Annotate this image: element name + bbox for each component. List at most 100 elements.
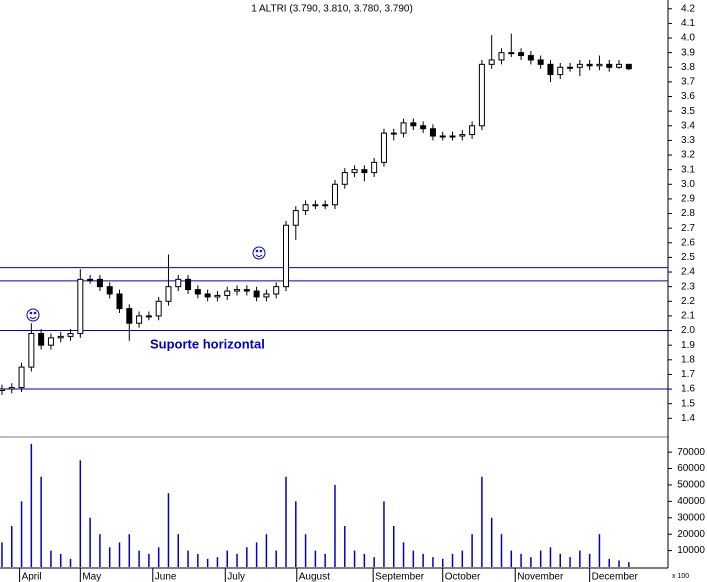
x-tick-label: July <box>227 572 245 582</box>
x-tick-label: April <box>22 572 42 582</box>
candle-body <box>194 289 201 295</box>
candle-body <box>420 125 427 130</box>
x-tick-label: September <box>375 572 425 582</box>
chart-title: 1 ALTRI (3.790, 3.810, 3.780, 3.790) <box>251 4 413 15</box>
candle-body <box>537 59 544 65</box>
candle-body <box>547 63 554 76</box>
candle-body <box>400 122 407 134</box>
x-tick-label: December <box>592 572 639 582</box>
y-tick-label: 4.2 <box>681 3 695 14</box>
y-tick-label: 4.0 <box>681 33 695 44</box>
y-tick-label: 2.2 <box>681 296 695 307</box>
smiley <box>252 246 266 260</box>
candle-body <box>253 290 260 298</box>
x-tick-label: June <box>155 572 177 582</box>
candle-body <box>77 278 84 334</box>
candle-body <box>508 52 515 55</box>
candle-body <box>38 332 45 346</box>
candle-body <box>18 366 25 389</box>
candle-body <box>596 63 603 67</box>
x-tick-label: November <box>517 572 564 582</box>
y-tick-label: 1.8 <box>681 354 695 365</box>
y-tick-label: 30000 <box>677 512 705 523</box>
candle-body <box>96 278 103 288</box>
candle-body <box>390 132 397 135</box>
y-tick-label: 20000 <box>677 529 705 540</box>
candle-body <box>292 210 299 226</box>
x-tick-label: October <box>445 572 481 582</box>
candle-body <box>331 183 338 206</box>
annotation: Suporte horizontal <box>150 336 265 351</box>
candle-body <box>478 63 485 127</box>
y-tick-label: 1.4 <box>681 413 695 424</box>
y-tick-label: 2.9 <box>681 194 695 205</box>
y-tick-label: 2.0 <box>681 325 695 336</box>
candle-body <box>341 172 348 185</box>
candle-body <box>371 161 378 174</box>
candle-body <box>273 286 280 295</box>
candle-body <box>126 308 133 324</box>
candle-body <box>361 169 368 174</box>
candle-body <box>47 337 54 346</box>
candle-body <box>67 332 74 337</box>
y-tick-label: 3.5 <box>681 106 695 117</box>
candle-body <box>214 294 221 298</box>
y-tick-label: 2.4 <box>681 267 695 278</box>
y-tick-label: 2.1 <box>681 311 695 322</box>
y-tick-label: 1.7 <box>681 369 695 380</box>
candle-body <box>263 293 270 298</box>
candle-body <box>616 63 623 68</box>
y-tick-label: 70000 <box>677 447 705 458</box>
y-tick-label: 2.8 <box>681 208 695 219</box>
y-tick-label: 3.9 <box>681 47 695 58</box>
candle-body <box>469 125 476 136</box>
candle-body <box>106 286 113 295</box>
candle-body <box>165 286 172 302</box>
candle-body <box>586 63 593 67</box>
candle-body <box>351 169 358 174</box>
x-tick-label: August <box>299 572 330 582</box>
candle-body <box>136 315 143 324</box>
candle-body <box>0 388 5 392</box>
candle-body <box>57 335 64 339</box>
candle-body <box>87 278 94 281</box>
y-tick-label: 2.3 <box>681 281 695 292</box>
y-tick-label: 60000 <box>677 463 705 474</box>
y-tick-label: 3.4 <box>681 120 695 131</box>
y-tick-label: 1.9 <box>681 340 695 351</box>
y-tick-label: 2.6 <box>681 237 695 248</box>
unit-label: x 100 <box>672 573 689 580</box>
candle-body <box>204 293 211 298</box>
candle-body <box>234 289 241 292</box>
candle-body <box>527 55 534 61</box>
y-tick-label: 2.7 <box>681 223 695 234</box>
y-tick-label: 3.0 <box>681 179 695 190</box>
y-tick-label: 50000 <box>677 480 705 491</box>
y-tick-label: 1.6 <box>681 384 695 395</box>
candle-body <box>606 63 613 68</box>
candle-body <box>498 52 505 61</box>
y-tick-label: 2.5 <box>681 252 695 263</box>
candle-body <box>8 387 15 390</box>
candle-body <box>459 134 466 137</box>
candle-body <box>243 289 250 292</box>
y-tick-label: 3.8 <box>681 62 695 73</box>
smiley <box>26 308 40 322</box>
y-tick-label: 40000 <box>677 496 705 507</box>
candle-body <box>116 293 123 310</box>
y-tick-label: 10000 <box>677 545 705 556</box>
candle-body <box>449 135 456 138</box>
candle-body <box>410 122 417 127</box>
candle-body <box>224 290 231 296</box>
candle-body <box>429 128 436 137</box>
candle-body <box>28 332 35 368</box>
candle-body <box>302 204 309 212</box>
candle-body <box>576 63 583 68</box>
candle-body <box>557 66 564 76</box>
x-tick-label: May <box>82 572 101 582</box>
candle-body <box>518 52 525 57</box>
y-tick-label: 3.6 <box>681 91 695 102</box>
candle-body <box>145 315 152 318</box>
